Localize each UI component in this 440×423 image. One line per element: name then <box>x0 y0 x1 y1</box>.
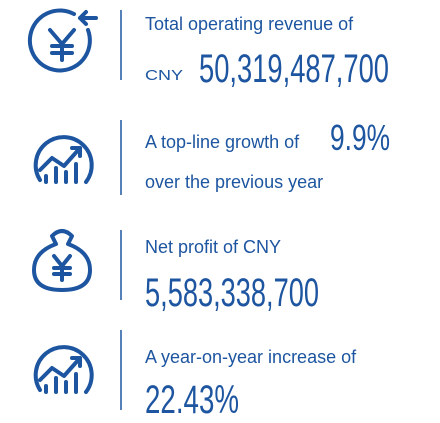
revenue-icon <box>27 8 98 73</box>
increase-icon <box>33 345 94 394</box>
profit-icon <box>32 229 92 292</box>
figure: 50,319,487,700 <box>199 47 389 91</box>
figure: 5,583,338,700 <box>145 271 319 315</box>
label: Net profit of CNY <box>145 237 281 257</box>
figure: 9.9% <box>330 117 390 158</box>
growth-icon <box>33 135 94 184</box>
label: Total operating revenue of <box>145 14 354 34</box>
label: over the previous year <box>145 172 323 192</box>
label: A year-on-year increase of <box>145 347 357 367</box>
label: A top-line growth of <box>145 132 300 152</box>
figure: 22.43% <box>145 378 239 422</box>
unit: CNY <box>145 67 183 84</box>
